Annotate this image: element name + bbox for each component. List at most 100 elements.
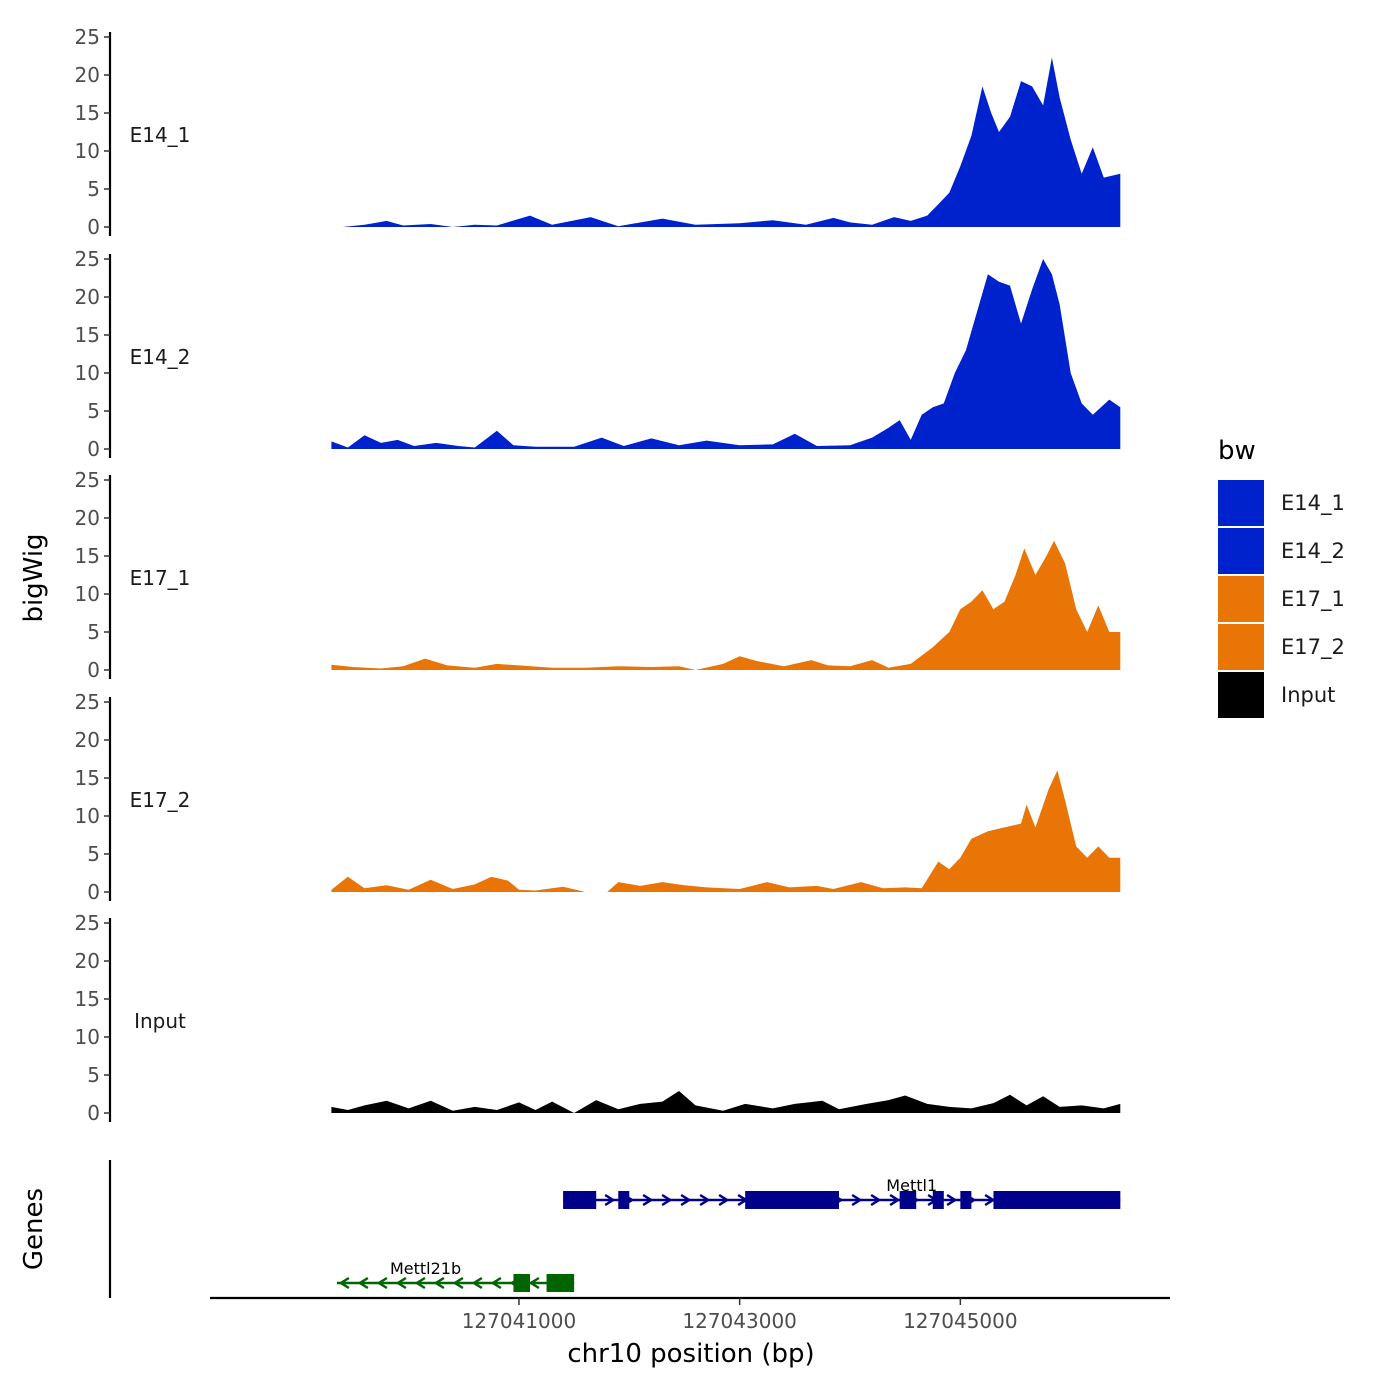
exon-block xyxy=(513,1274,530,1292)
coverage-area-E17_2 xyxy=(331,770,1121,892)
strand-arrow xyxy=(984,1193,996,1207)
exon-block xyxy=(932,1191,944,1209)
y-tick-label: 15 xyxy=(75,987,100,1011)
track-E17_1: 0 5 10 15 20 25 E17_1 xyxy=(75,468,1121,682)
y-tick-label: 5 xyxy=(87,177,100,201)
legend-label: E14_1 xyxy=(1281,491,1345,516)
y-tick-label: 15 xyxy=(75,766,100,790)
gene-Mettl21b: Mettl21b xyxy=(336,1259,575,1292)
strand-arrow xyxy=(718,1193,730,1207)
legend-entry-E17_2: E17_2 xyxy=(1218,624,1345,670)
legend-swatch xyxy=(1218,480,1264,526)
x-tick-label: 127041000 xyxy=(462,1309,577,1333)
strand-arrow xyxy=(642,1193,654,1207)
y-tick-label: 20 xyxy=(75,63,100,87)
y-tick-label: 20 xyxy=(75,506,100,530)
gene-label: Mettl1 xyxy=(886,1176,937,1195)
legend-label: Input xyxy=(1281,683,1335,707)
y-tick-label: 5 xyxy=(87,1063,100,1087)
y-tick-label: 15 xyxy=(75,323,100,347)
bigwig-tracks: 0 5 10 15 20 25 E14_1 0 5 10 15 20 25 E14_2 0 5 10 15 20 25… xyxy=(75,25,1121,1125)
strand-arrow xyxy=(851,1193,863,1207)
strand-arrow xyxy=(946,1193,958,1207)
y-tick-label: 25 xyxy=(75,690,100,714)
strand-arrow xyxy=(414,1276,426,1290)
y-tick-label: 20 xyxy=(75,728,100,752)
coverage-area-Input xyxy=(331,1091,1121,1113)
legend-label: E14_2 xyxy=(1281,539,1345,564)
track-label: E17_1 xyxy=(130,566,191,590)
exon-block xyxy=(993,1191,1121,1209)
y-tick-label: 5 xyxy=(87,620,100,644)
strand-arrow xyxy=(433,1276,445,1290)
y-tick-label: 0 xyxy=(87,437,100,461)
y-tick-label: 5 xyxy=(87,842,100,866)
track-label: Input xyxy=(134,1009,186,1033)
x-axis-title: chr10 position (bp) xyxy=(567,1339,814,1369)
genes-axis-title: Genes xyxy=(19,1188,49,1270)
legend-label: E17_2 xyxy=(1281,635,1345,660)
track-E14_1: 0 5 10 15 20 25 E14_1 xyxy=(75,25,1121,239)
strand-arrow xyxy=(395,1276,407,1290)
y-tick-label: 10 xyxy=(75,1025,100,1049)
legend-swatch xyxy=(1218,576,1264,622)
y-tick-label: 10 xyxy=(75,361,100,385)
strand-arrow xyxy=(490,1276,502,1290)
strand-arrow xyxy=(528,1276,540,1290)
strand-arrow xyxy=(338,1276,350,1290)
y-tick-label: 0 xyxy=(87,880,100,904)
y-tick-label: 15 xyxy=(75,101,100,125)
y-tick-label: 0 xyxy=(87,1101,100,1125)
y-tick-label: 10 xyxy=(75,582,100,606)
exon-block xyxy=(960,1191,972,1209)
legend-swatch xyxy=(1218,624,1264,670)
strand-arrow xyxy=(471,1276,483,1290)
strand-arrow xyxy=(604,1193,616,1207)
y-tick-label: 20 xyxy=(75,285,100,309)
y-tick-label: 5 xyxy=(87,399,100,423)
track-label: E14_1 xyxy=(130,123,191,147)
strand-arrow xyxy=(699,1193,711,1207)
y-tick-label: 25 xyxy=(75,468,100,492)
y-tick-label: 10 xyxy=(75,804,100,828)
legend: bw E14_1 E14_2 E17_1 E17_2 Input xyxy=(1218,436,1345,718)
legend-title: bw xyxy=(1218,436,1256,466)
exon-block xyxy=(546,1274,575,1292)
exon-block xyxy=(745,1191,839,1209)
legend-entry-E14_1: E14_1 xyxy=(1218,480,1345,526)
legend-entry-Input: Input xyxy=(1218,672,1335,718)
track-E17_2: 0 5 10 15 20 25 E17_2 xyxy=(75,690,1121,904)
coverage-area-E14_2 xyxy=(331,259,1121,449)
track-Input: 0 5 10 15 20 25 Input xyxy=(75,911,1121,1125)
y-tick-label: 10 xyxy=(75,139,100,163)
strand-arrow xyxy=(357,1276,369,1290)
coverage-area-E17_1 xyxy=(331,540,1121,670)
legend-entry-E14_2: E14_2 xyxy=(1218,528,1345,574)
legend-label: E17_1 xyxy=(1281,587,1345,612)
track-E14_2: 0 5 10 15 20 25 E14_2 xyxy=(75,247,1121,461)
y-tick-label: 20 xyxy=(75,949,100,973)
y-axis-title: bigWig xyxy=(19,533,49,622)
y-tick-label: 25 xyxy=(75,247,100,271)
strand-arrow xyxy=(889,1193,901,1207)
y-tick-label: 25 xyxy=(75,25,100,49)
exon-block xyxy=(899,1191,917,1209)
track-label: E14_2 xyxy=(130,345,191,369)
legend-swatch xyxy=(1218,528,1264,574)
strand-arrow xyxy=(452,1276,464,1290)
y-tick-label: 0 xyxy=(87,658,100,682)
legend-entry-E17_1: E17_1 xyxy=(1218,576,1345,622)
track-label: E17_2 xyxy=(130,788,191,812)
y-tick-label: 15 xyxy=(75,544,100,568)
coverage-area-E14_1 xyxy=(342,57,1121,227)
y-tick-label: 25 xyxy=(75,911,100,935)
strand-arrow xyxy=(661,1193,673,1207)
exon-block xyxy=(618,1191,630,1209)
legend-swatch xyxy=(1218,672,1264,718)
genes-track: Mettl1 Mettl21b xyxy=(108,1160,1121,1298)
gene-Mettl1: Mettl1 xyxy=(563,1176,1121,1209)
gene-label: Mettl21b xyxy=(390,1259,461,1278)
y-tick-label: 0 xyxy=(87,215,100,239)
x-tick-label: 127043000 xyxy=(682,1309,797,1333)
